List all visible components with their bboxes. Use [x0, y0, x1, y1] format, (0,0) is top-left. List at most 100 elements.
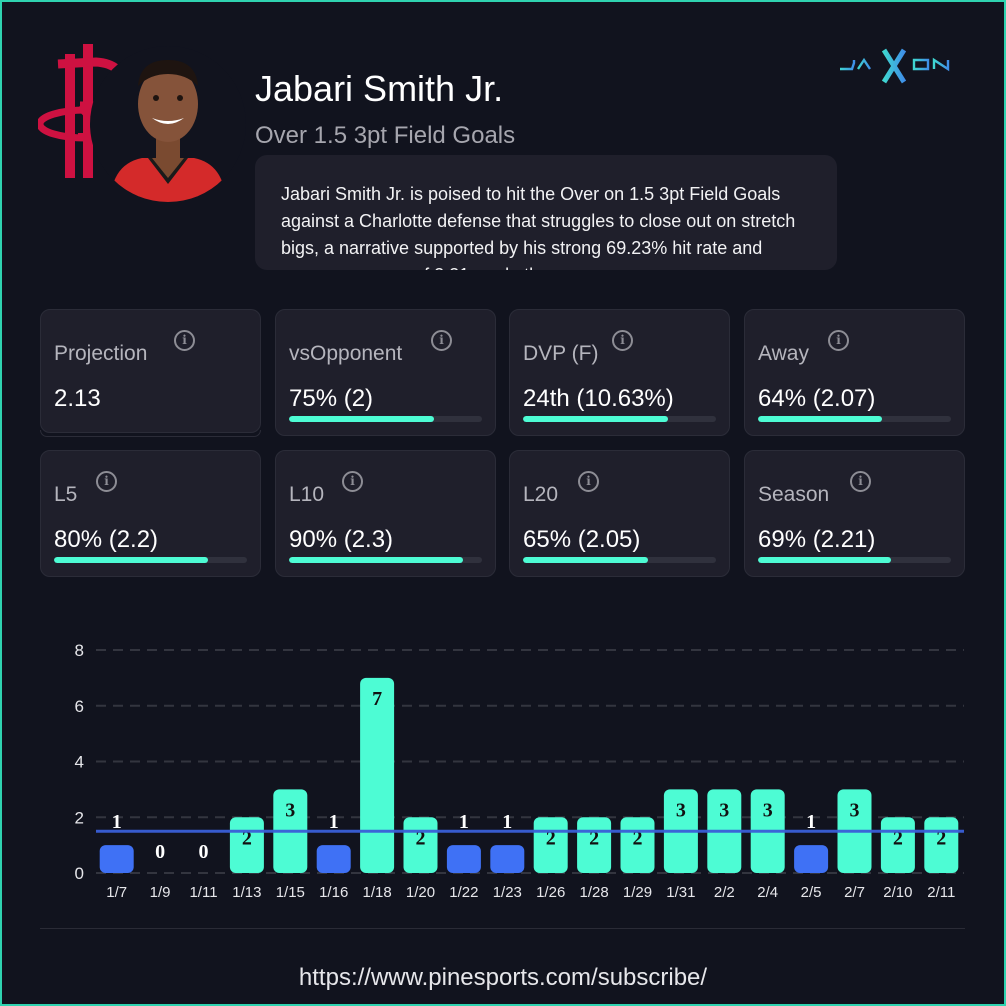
progress-fill	[289, 557, 463, 563]
x-tick-label: 1/28	[579, 884, 608, 901]
card-away: Away i 64% (2.07)	[744, 309, 965, 436]
card-vs-opponent: vsOpponent i 75% (2)	[275, 309, 496, 436]
summary-text: Jabari Smith Jr. is poised to hit the Ov…	[255, 155, 837, 270]
bar-value-label: 2	[416, 827, 426, 849]
x-tick-label: 1/15	[276, 884, 305, 901]
info-icon[interactable]: i	[174, 330, 195, 351]
prop-line: Over 1.5 3pt Field Goals	[255, 122, 516, 149]
player-name: Jabari Smith Jr.	[255, 68, 504, 109]
progress-bar	[758, 557, 951, 563]
bar-value-label: 2	[633, 827, 643, 849]
x-tick-label: 1/22	[449, 884, 478, 901]
info-icon[interactable]: i	[828, 330, 849, 351]
card-label: DVP (F)	[523, 342, 599, 365]
progress-bar	[289, 416, 482, 422]
progress-fill	[523, 557, 649, 563]
card-season: Season i 69% (2.21)	[744, 450, 965, 577]
card-l10: L10 i 90% (2.3)	[275, 450, 496, 577]
info-icon[interactable]: i	[578, 471, 599, 492]
x-tick-label: 1/11	[189, 884, 217, 901]
card-label: Away	[758, 342, 809, 365]
bar-value-label: 1	[112, 811, 122, 833]
card-value: 65% (2.05)	[523, 526, 641, 553]
progress-fill	[758, 416, 882, 422]
card-label: L5	[54, 483, 78, 506]
progress-bar	[758, 416, 951, 422]
x-tick-label: 1/29	[623, 884, 652, 901]
bar-value-label: 2	[589, 827, 599, 849]
bar	[490, 845, 525, 873]
subscribe-link[interactable]: https://www.pinesports.com/subscribe/	[298, 964, 708, 991]
bar	[316, 845, 351, 873]
card-value: 24th (10.63%)	[523, 385, 674, 412]
bar-value-label: 0	[155, 841, 165, 863]
bar-value-label: 1	[459, 811, 469, 833]
x-tick-label: 1/13	[232, 884, 261, 901]
info-icon[interactable]: i	[431, 330, 452, 351]
progress-bar	[523, 416, 716, 422]
bar	[794, 845, 829, 873]
y-tick-label: 0	[75, 864, 84, 883]
progress-fill	[54, 557, 209, 563]
card-l20: L20 i 65% (2.05)	[509, 450, 730, 577]
x-tick-label: 1/23	[493, 884, 522, 901]
bar	[99, 845, 134, 873]
bar-value-label: 3	[763, 799, 773, 821]
bar	[360, 677, 395, 873]
x-tick-label: 2/11	[927, 884, 955, 901]
info-icon[interactable]: i	[342, 471, 363, 492]
x-tick-label: 2/2	[714, 884, 735, 901]
card-value: 2.13	[54, 385, 101, 412]
card-projection: Projection i 2.13	[40, 309, 261, 437]
card-value: 64% (2.07)	[758, 385, 876, 412]
card-value: 80% (2.2)	[54, 526, 159, 553]
progress-fill	[758, 557, 892, 563]
bar-value-label: 0	[199, 841, 209, 863]
card-value: 69% (2.21)	[758, 526, 876, 553]
x-tick-label: 1/9	[150, 884, 171, 901]
info-icon[interactable]: i	[612, 330, 633, 351]
info-icon[interactable]: i	[96, 471, 117, 492]
card-label: L20	[523, 483, 559, 506]
y-tick-label: 8	[75, 641, 84, 660]
bar	[446, 845, 481, 873]
bar-value-label: 3	[850, 799, 860, 821]
x-tick-label: 2/7	[844, 884, 865, 901]
bar-value-label: 3	[719, 799, 729, 821]
bar-value-label: 3	[285, 799, 295, 821]
progress-fill	[523, 416, 668, 422]
info-icon[interactable]: i	[850, 471, 871, 492]
y-tick-label: 6	[75, 697, 84, 716]
x-tick-label: 1/16	[319, 884, 348, 901]
bar-value-label: 2	[893, 827, 903, 849]
progress-bar	[54, 557, 247, 563]
y-tick-label: 2	[75, 808, 84, 827]
progress-fill	[289, 416, 434, 422]
jaxon-logo-icon	[840, 48, 950, 84]
bar-value-label: 7	[372, 688, 382, 710]
bar-value-label: 1	[329, 811, 339, 833]
card-label: Projection	[54, 342, 148, 365]
bar-value-label: 3	[676, 799, 686, 821]
x-tick-label: 1/20	[406, 884, 435, 901]
player-avatar	[38, 40, 246, 202]
card-value: 90% (2.3)	[289, 526, 394, 553]
bar-value-label: 2	[242, 827, 252, 849]
bar-value-label: 2	[936, 827, 946, 849]
card-dvp: DVP (F) i 24th (10.63%)	[509, 309, 730, 436]
game-log-bar-chart: 0 2 4 6 8 1 1/7 0 1/9 0 1/11 2 1/13 3 1/15 1 1/16 7 1/18 2…	[75, 641, 964, 901]
card-label: vsOpponent	[289, 342, 403, 365]
card-label: Season	[758, 483, 830, 506]
x-tick-label: 2/5	[801, 884, 822, 901]
x-tick-label: 1/18	[362, 884, 391, 901]
bar-value-label: 1	[806, 811, 816, 833]
player-photo	[90, 46, 246, 202]
bar-value-label: 1	[502, 811, 512, 833]
x-tick-label: 2/10	[883, 884, 912, 901]
progress-bar	[289, 557, 482, 563]
x-tick-label: 1/26	[536, 884, 565, 901]
x-tick-label: 1/31	[666, 884, 695, 901]
bar-value-label: 2	[546, 827, 556, 849]
y-tick-label: 4	[75, 753, 84, 772]
